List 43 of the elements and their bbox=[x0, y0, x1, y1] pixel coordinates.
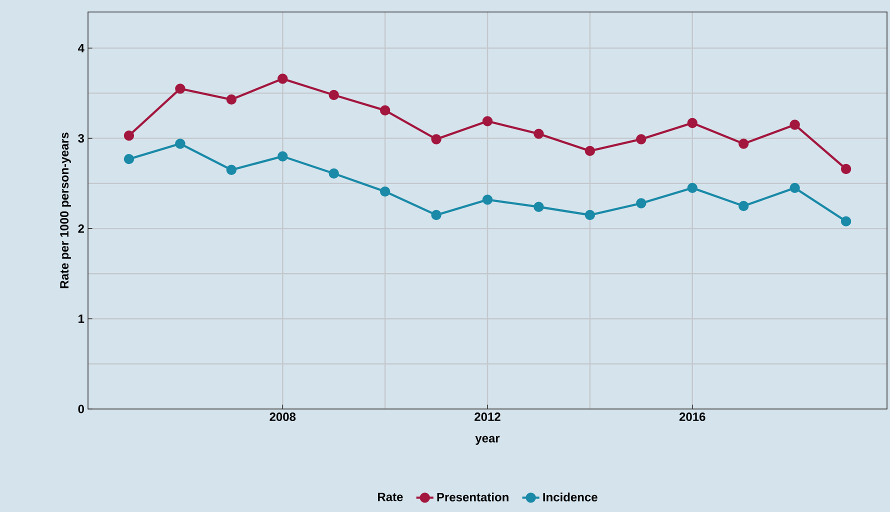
point bbox=[226, 164, 237, 175]
point bbox=[278, 74, 288, 84]
point bbox=[175, 84, 186, 94]
point bbox=[790, 182, 800, 194]
point bbox=[380, 105, 390, 116]
y-tick-label: 4 bbox=[78, 44, 84, 52]
point bbox=[482, 194, 493, 205]
point bbox=[124, 130, 134, 141]
point bbox=[226, 94, 237, 105]
point bbox=[328, 168, 339, 179]
point bbox=[687, 182, 698, 194]
point bbox=[738, 138, 749, 149]
y-axis-title: Rate per 1000 person-years bbox=[60, 132, 71, 288]
point bbox=[431, 210, 442, 220]
point bbox=[380, 186, 390, 197]
point bbox=[431, 134, 442, 144]
y-tick-label: 3 bbox=[78, 134, 84, 143]
point bbox=[636, 134, 646, 144]
y-tick-label: 2 bbox=[78, 224, 84, 233]
point bbox=[534, 202, 544, 212]
x-tick-label: 2008 bbox=[270, 412, 296, 422]
point bbox=[278, 151, 288, 162]
point bbox=[584, 146, 596, 156]
point bbox=[328, 90, 339, 100]
point bbox=[534, 128, 544, 139]
point bbox=[584, 210, 596, 220]
x-tick-label: 2012 bbox=[474, 412, 500, 422]
point bbox=[738, 200, 749, 212]
point bbox=[124, 154, 134, 164]
y-tick-label: 0 bbox=[78, 404, 84, 414]
point bbox=[687, 118, 698, 128]
y-tick-label: 1 bbox=[78, 314, 84, 323]
point bbox=[790, 120, 800, 130]
legend-title: Rate bbox=[378, 492, 403, 502]
point bbox=[636, 198, 646, 208]
legend-label: Incidence bbox=[543, 492, 598, 502]
point bbox=[840, 164, 852, 174]
legend-label: Presentation bbox=[437, 492, 508, 502]
x-tick-label: 2016 bbox=[679, 412, 706, 422]
x-axis-title: year bbox=[475, 436, 500, 445]
point bbox=[482, 116, 493, 126]
point bbox=[175, 138, 186, 149]
point bbox=[840, 216, 852, 226]
